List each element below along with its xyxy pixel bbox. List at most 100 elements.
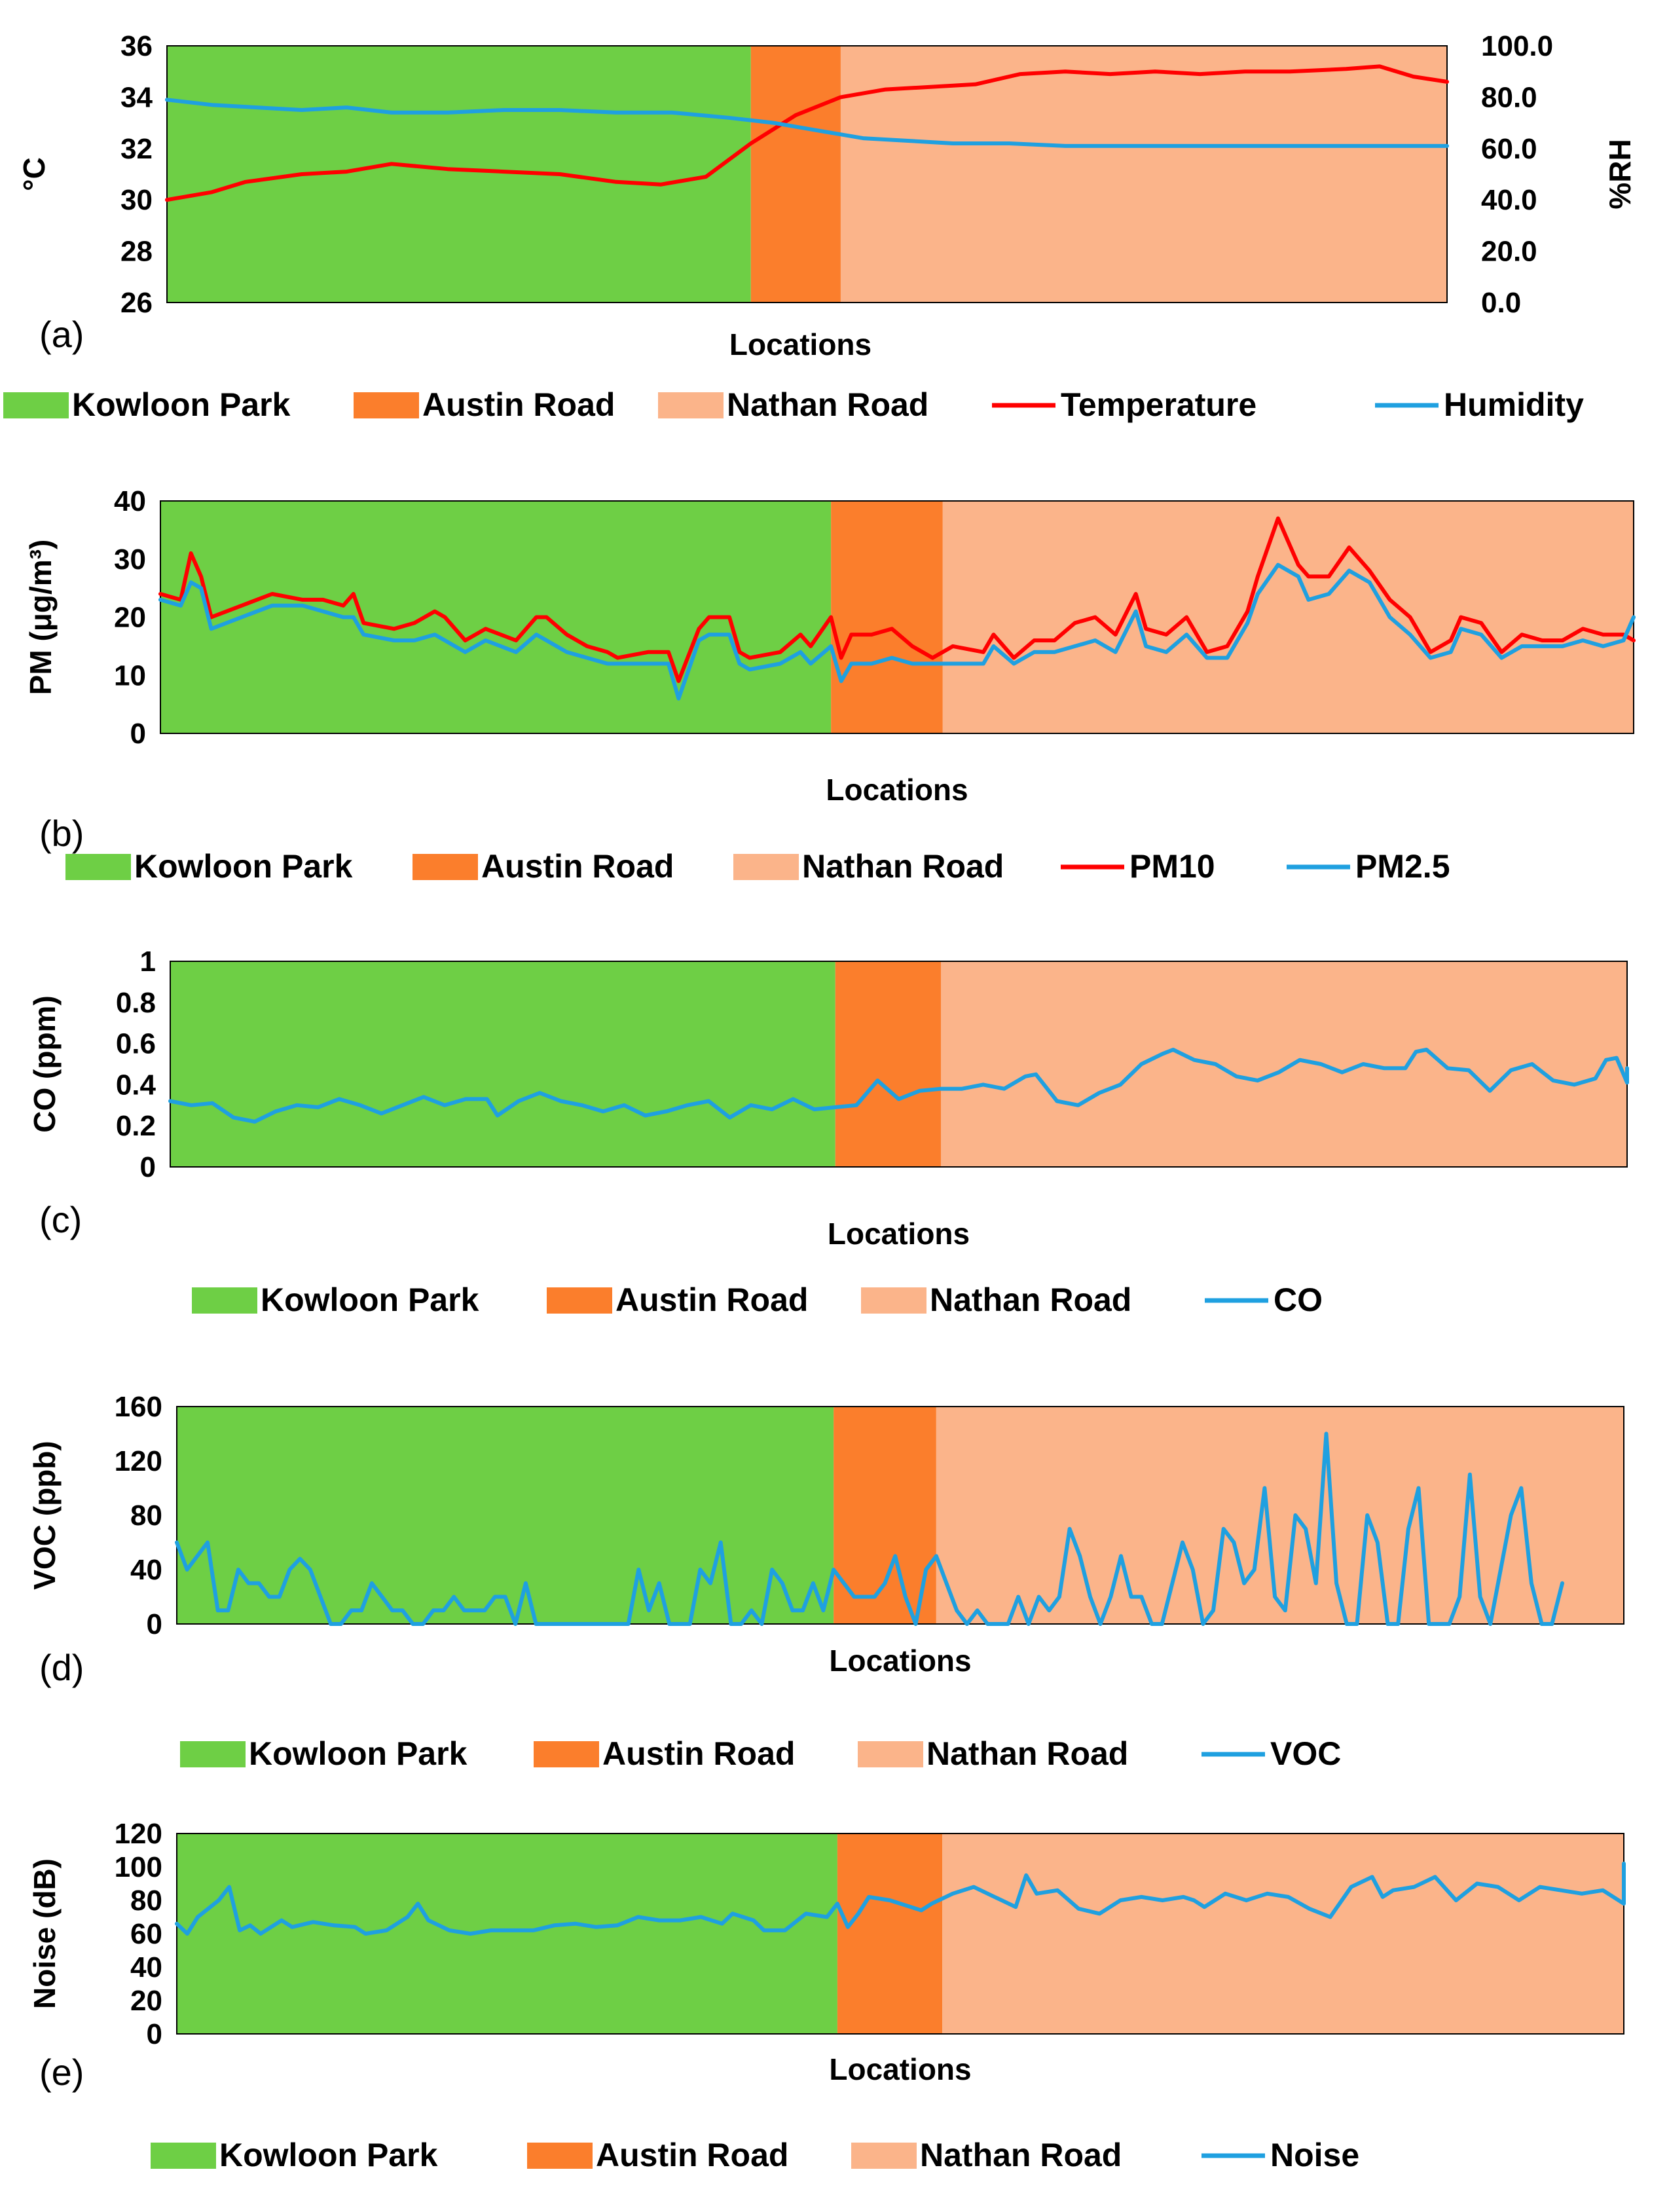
- legend-item: Kowloon Park: [151, 2137, 438, 2173]
- panel-label: (e): [39, 2052, 84, 2093]
- y-tick-label: 60: [130, 1918, 162, 1950]
- series-line-temperature: [165, 64, 1449, 202]
- legend-item: Austin Road: [534, 1735, 795, 1772]
- legend-item: Austin Road: [547, 1281, 808, 1318]
- legend-item: Kowloon Park: [65, 848, 353, 885]
- y-tick-label: 1: [140, 946, 156, 978]
- series-line-noise: [175, 1861, 1626, 1936]
- legend-item: Noise: [1201, 2137, 1359, 2173]
- y-tick-label: 26: [120, 287, 153, 319]
- legend-item: CO: [1205, 1281, 1323, 1318]
- legend-swatch: [180, 1741, 246, 1767]
- y-tick-label: 80: [130, 1885, 162, 1917]
- series-line-co: [168, 1048, 1629, 1124]
- region-band-kowloon-park: [177, 1834, 837, 2034]
- y2-tick-label: 40.0: [1481, 184, 1537, 216]
- legend-item: PM10: [1061, 848, 1215, 885]
- legend-label: Austin Road: [422, 386, 615, 423]
- y-tick-label: 36: [120, 30, 153, 62]
- region-band-nathan-road: [942, 501, 1634, 733]
- legend-label: Austin Road: [596, 2137, 788, 2173]
- legend-label: Nathan Road: [920, 2137, 1122, 2173]
- legend-label: Kowloon Park: [219, 2137, 438, 2173]
- y-tick-label: 160: [115, 1391, 162, 1423]
- legend-label: Nathan Road: [926, 1735, 1128, 1772]
- legend-item: Kowloon Park: [3, 386, 291, 423]
- region-band-austin-road: [837, 1834, 943, 2034]
- panel-1: 26 28 30 32 34 36 0.0 20.0 40.0 60.0 80.0 100.0 %RH °…: [3, 30, 1637, 423]
- legend-label: Austin Road: [615, 1281, 808, 1318]
- legend-item: Humidity: [1375, 386, 1584, 423]
- legend-swatch: [547, 1287, 612, 1314]
- y-tick-label: 0: [147, 1608, 162, 1640]
- legend-label: Nathan Road: [727, 386, 928, 423]
- region-band-austin-road: [750, 46, 841, 303]
- series-line-pm10: [158, 516, 1636, 684]
- panel-label: (d): [39, 1647, 84, 1688]
- y2-tick-label: 0.0: [1481, 287, 1521, 319]
- legend-label: Austin Road: [481, 848, 674, 885]
- legend-item: VOC: [1201, 1735, 1341, 1772]
- plot-frame: [176, 1406, 1624, 1625]
- legend-label: Austin Road: [602, 1735, 795, 1772]
- legend-label: Nathan Road: [930, 1281, 1131, 1318]
- plot-frame: [166, 45, 1448, 303]
- region-band-kowloon-park: [170, 961, 835, 1167]
- legend-label: Noise: [1270, 2137, 1359, 2173]
- legend-swatch: [534, 1741, 599, 1767]
- series-line-humidity: [165, 98, 1449, 148]
- legend-label: Kowloon Park: [261, 1281, 479, 1318]
- y-tick-label: 40: [130, 1554, 162, 1586]
- y-tick-label: 28: [120, 236, 153, 268]
- y-tick-label: 20: [130, 1985, 162, 2017]
- legend-item: Temperature: [992, 386, 1256, 423]
- y-tick-label: 0: [140, 1151, 156, 1183]
- legend-label: PM2.5: [1355, 848, 1450, 885]
- y-tick-label: 10: [114, 659, 146, 691]
- region-band-nathan-road: [940, 961, 1627, 1167]
- legend-item: Kowloon Park: [192, 1281, 479, 1318]
- y-tick-label: 32: [120, 133, 153, 165]
- y2-tick-label: 20.0: [1481, 236, 1537, 268]
- legend-swatch: [151, 2143, 216, 2169]
- region-band-austin-road: [831, 501, 943, 733]
- y-tick-label: 0: [147, 2018, 162, 2050]
- y2-tick-label: 100.0: [1481, 30, 1553, 62]
- y2-tick-label: 60.0: [1481, 133, 1537, 165]
- y-tick-label: 120: [115, 1445, 162, 1477]
- legend-label: Humidity: [1444, 386, 1584, 423]
- y-axis-title: PM (μg/m³): [24, 540, 58, 695]
- y-axis-title: °C: [17, 157, 51, 191]
- y-tick-label: 100: [115, 1851, 162, 1883]
- plot-frame: [176, 1833, 1624, 2035]
- legend-item: Nathan Road: [858, 1735, 1128, 1772]
- legend-swatch: [851, 2143, 917, 2169]
- legend-label: Kowloon Park: [249, 1735, 468, 1772]
- legend-item: Nathan Road: [861, 1281, 1131, 1318]
- region-band-austin-road: [835, 961, 941, 1167]
- y-tick-label: 0.6: [116, 1028, 156, 1060]
- legend-item: PM2.5: [1287, 848, 1450, 885]
- y-tick-label: 120: [115, 1818, 162, 1850]
- y-tick-label: 0.8: [116, 987, 156, 1019]
- series-line-voc: [175, 1431, 1564, 1626]
- legend-label: CO: [1274, 1281, 1323, 1318]
- legend-label: VOC: [1270, 1735, 1341, 1772]
- y2-tick-label: 80.0: [1481, 81, 1537, 113]
- region-band-nathan-road: [840, 46, 1447, 303]
- panel-label: (c): [39, 1199, 82, 1240]
- y-tick-label: 40: [114, 485, 146, 517]
- panel-label: (a): [39, 314, 84, 355]
- series-line-pm25: [158, 562, 1636, 701]
- y-tick-label: 80: [130, 1500, 162, 1532]
- x-axis-title: Locations: [829, 1644, 971, 1678]
- region-band-nathan-road: [942, 1834, 1624, 2034]
- legend-item: Austin Road: [354, 386, 615, 423]
- y-tick-label: 30: [120, 184, 153, 216]
- region-band-kowloon-park: [167, 46, 751, 303]
- legend-swatch: [192, 1287, 257, 1314]
- legend-swatch: [413, 854, 478, 880]
- y-tick-label: 30: [114, 544, 146, 576]
- legend-label: Temperature: [1061, 386, 1256, 423]
